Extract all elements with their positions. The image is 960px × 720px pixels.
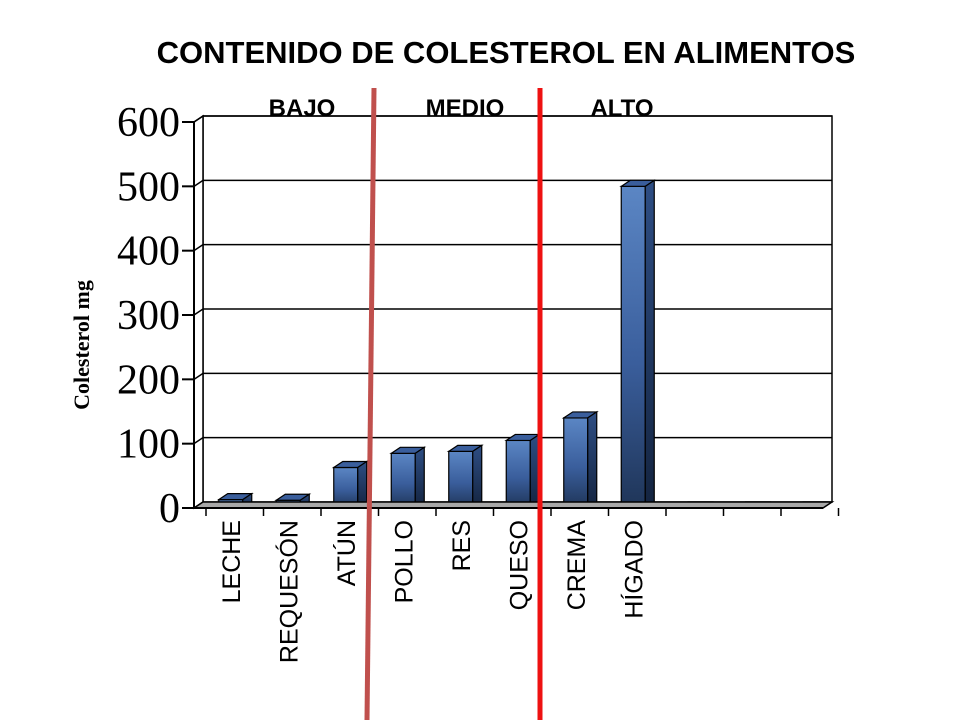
bar bbox=[389, 446, 427, 510]
y-tick-label: 600 bbox=[117, 100, 180, 146]
y-axis-label: Colesterol mg bbox=[69, 280, 94, 410]
y-tick-label: 400 bbox=[117, 229, 180, 275]
axes bbox=[191, 122, 840, 516]
bar bbox=[446, 444, 484, 510]
zone-dividers bbox=[364, 87, 543, 720]
x-tick-label: POLLO bbox=[390, 520, 418, 603]
bar-front bbox=[505, 439, 531, 509]
bar bbox=[561, 410, 599, 510]
bar bbox=[619, 179, 657, 510]
gridline-side bbox=[193, 244, 204, 252]
y-tick-label: 0 bbox=[159, 486, 180, 532]
x-tick-label: QUESO bbox=[505, 520, 533, 610]
x-tick-label: RES bbox=[448, 520, 476, 571]
bar-side bbox=[357, 460, 368, 510]
gridline-side bbox=[193, 115, 204, 123]
bar-side bbox=[587, 410, 598, 510]
bar-front bbox=[333, 466, 359, 509]
x-tick-label: CREMA bbox=[563, 520, 591, 611]
y-tick-label: 200 bbox=[117, 357, 180, 403]
bar-front bbox=[390, 452, 416, 509]
bar bbox=[504, 433, 542, 510]
bar-front bbox=[448, 450, 474, 509]
x-tick-label: LECHE bbox=[218, 520, 246, 603]
gridline-side bbox=[193, 308, 204, 316]
bar bbox=[331, 460, 369, 510]
y-tick-label: 100 bbox=[117, 422, 180, 468]
bars bbox=[216, 179, 829, 510]
gridline-side bbox=[193, 372, 204, 380]
bar-side bbox=[472, 444, 483, 510]
gridline-side bbox=[193, 179, 204, 187]
y-tick-label: 300 bbox=[117, 293, 180, 339]
divider-bajo-medio bbox=[364, 87, 377, 720]
chart-title: CONTENIDO DE COLESTEROL EN ALIMENTOS bbox=[157, 35, 856, 70]
gridlines bbox=[193, 114, 833, 510]
bar-side bbox=[414, 446, 425, 510]
x-tick-label: ATÚN bbox=[332, 520, 361, 586]
x-tick-label: HÍGADO bbox=[619, 520, 648, 619]
y-tick-label: 500 bbox=[117, 164, 180, 210]
x-tick-labels: LECHE REQUESÓN ATÚN POLLO RES QUESO CREMA HÍGAD… bbox=[218, 520, 649, 663]
y-tick-labels: 0 100 200 300 400 500 600 bbox=[117, 100, 194, 532]
bar-front bbox=[563, 417, 589, 509]
bar-front bbox=[620, 185, 646, 509]
x-tick-label: REQUESÓN bbox=[274, 520, 303, 663]
bar-side bbox=[644, 179, 655, 510]
gridline-side bbox=[193, 437, 204, 445]
